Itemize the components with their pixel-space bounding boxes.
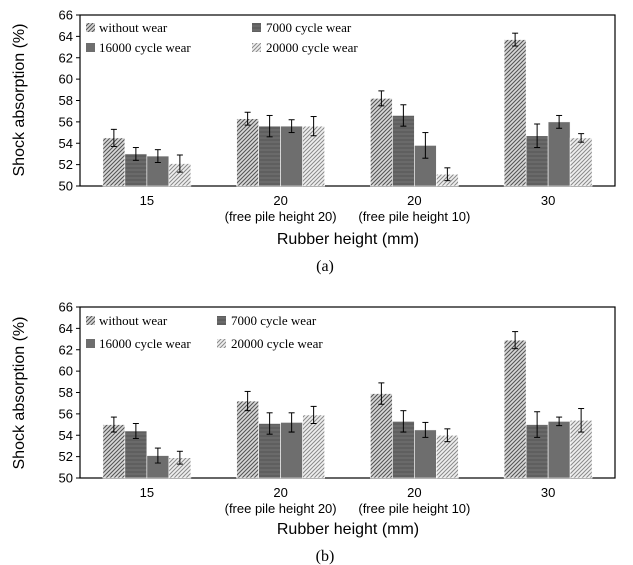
x-tick-sublabel: (free pile height 10): [358, 209, 470, 224]
x-tick-label: 20: [273, 485, 287, 500]
bar-without-wear-20-fph20: [236, 118, 259, 187]
legend-swatch-without-wear: [86, 316, 95, 325]
y-tick-group: 50 52 54 56 58 60 62 64 66: [59, 300, 80, 486]
legend-swatch-16000-cycle-wear: [86, 43, 95, 52]
y-tick-label: 56: [59, 406, 73, 421]
y-tick-label: 50: [59, 471, 73, 486]
y-tick-label: 54: [59, 428, 73, 443]
y-tick-label: 50: [59, 179, 73, 194]
x-tick-group: 15 20(free pile height 20)20(free pile he…: [140, 193, 556, 224]
y-tick-label: 60: [59, 364, 73, 379]
bar-group: [102, 331, 593, 479]
bar-without-wear-15: [102, 424, 126, 479]
bar-group: [102, 32, 593, 187]
x-axis-title: Rubber height (mm): [277, 231, 419, 248]
x-tick-label: 20: [407, 485, 421, 500]
y-tick-label: 58: [59, 93, 73, 108]
y-axis-title: Shock absorption (%): [11, 317, 28, 470]
y-tick-label: 64: [59, 29, 73, 44]
y-tick-group: 50 52 54 56 58 60 62 64 66: [59, 8, 80, 194]
bar-without-wear-20-fph10: [370, 393, 393, 479]
y-tick-label: 54: [59, 136, 73, 151]
x-tick-label: 20: [273, 193, 287, 208]
y-tick-label: 58: [59, 385, 73, 400]
legend-label-7000-cycle-wear: 7000 cycle wear: [266, 20, 352, 35]
y-tick-label: 52: [59, 449, 73, 464]
x-tick-label: 30: [541, 193, 555, 208]
y-tick-label: 66: [59, 300, 73, 315]
panel-label: (a): [316, 258, 334, 275]
legend-label-20000-cycle-wear: 20000 cycle wear: [266, 40, 358, 55]
legend-label-16000-cycle-wear: 16000 cycle wear: [99, 40, 191, 55]
x-axis-title: Rubber height (mm): [277, 521, 419, 538]
y-tick-label: 56: [59, 114, 73, 129]
legend-swatch-20000-cycle-wear: [252, 43, 261, 52]
legend: without wear 7000 cycle wear 16000 cycle…: [86, 313, 323, 351]
legend-label-7000-cycle-wear: 7000 cycle wear: [231, 313, 317, 328]
y-tick-label: 60: [59, 72, 73, 87]
legend-label-16000-cycle-wear: 16000 cycle wear: [99, 336, 191, 351]
legend-swatch-16000-cycle-wear: [86, 339, 95, 348]
y-axis-title: Shock absorption (%): [11, 24, 28, 177]
legend-swatch-20000-cycle-wear: [217, 339, 226, 348]
legend-swatch-7000-cycle-wear: [252, 23, 261, 32]
y-tick-label: 62: [59, 342, 73, 357]
x-tick-sublabel: (free pile height 10): [358, 501, 470, 516]
bar-16000-cycle-wear-30: [547, 121, 571, 187]
x-tick-label: 15: [140, 193, 154, 208]
bar-20000-cycle-wear-30: [569, 137, 593, 187]
bar-16000-cycle-wear-20-fph20: [280, 125, 303, 187]
bar-without-wear-30: [503, 39, 527, 187]
y-tick-label: 66: [59, 8, 73, 23]
legend-swatch-without-wear: [86, 23, 95, 32]
legend-label-without-wear: without wear: [99, 313, 168, 328]
bar-without-wear-20-fph20: [236, 400, 259, 479]
x-tick-sublabel: (free pile height 20): [225, 209, 337, 224]
x-tick-label: 20: [407, 193, 421, 208]
x-tick-sublabel: (free pile height 20): [225, 501, 337, 516]
panel-label: (b): [316, 548, 335, 565]
y-tick-label: 64: [59, 321, 73, 336]
x-tick-group: 15 20(free pile height 20)20(free pile he…: [140, 485, 556, 516]
bar-20000-cycle-wear-20-fph20: [302, 414, 325, 479]
legend-label-without-wear: without wear: [99, 20, 168, 35]
legend: without wear 7000 cycle wear 16000 cycle…: [86, 20, 358, 55]
y-tick-label: 62: [59, 50, 73, 65]
y-tick-label: 52: [59, 157, 73, 172]
x-tick-label: 15: [140, 485, 154, 500]
bar-without-wear-30: [503, 339, 527, 479]
legend-swatch-7000-cycle-wear: [217, 316, 226, 325]
legend-label-20000-cycle-wear: 20000 cycle wear: [231, 336, 323, 351]
x-tick-label: 30: [541, 485, 555, 500]
bar-16000-cycle-wear-30: [547, 421, 571, 479]
bar-without-wear-20-fph10: [370, 98, 393, 187]
